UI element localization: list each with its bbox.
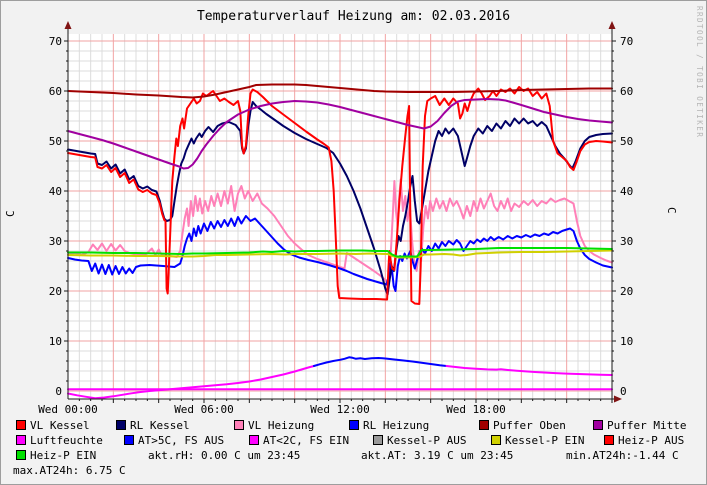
legend-label: Puffer Oben xyxy=(493,419,566,432)
legend-item: AT>5C, FS AUS xyxy=(124,435,224,446)
legend-item: AT<2C, FS EIN xyxy=(249,435,349,446)
series-rl-heizung xyxy=(67,215,613,292)
legend-item: Luftfeuchte xyxy=(16,435,103,446)
y-axis-arrow-left xyxy=(64,21,72,29)
legend-swatch xyxy=(373,435,383,445)
y-tick-label-right: 70 xyxy=(620,35,634,48)
legend-swatch xyxy=(16,435,26,445)
y-tick-label-right: 0 xyxy=(620,385,627,398)
legend-label: Kessel-P AUS xyxy=(387,434,467,447)
x-tick-label: Wed 00:00 xyxy=(38,403,98,416)
legend-stat: max.AT24h: 6.75 C xyxy=(13,465,126,476)
y-tick-label-right: 40 xyxy=(620,185,634,198)
x-axis-arrow xyxy=(614,395,622,403)
legend-item: Heiz-P EIN xyxy=(16,450,96,461)
y-tick-label-left: 10 xyxy=(48,335,62,348)
legend-label: akt.rH: 0.00 C um 23:45 xyxy=(148,449,301,462)
y-tick-label-left: 20 xyxy=(48,285,62,298)
y-tick-label-left: 70 xyxy=(48,35,62,48)
legend-stat: akt.AT: 3.19 C um 23:45 xyxy=(361,450,513,461)
series-puffer-mitte xyxy=(67,98,613,170)
legend-label: Heiz-P AUS xyxy=(618,434,685,447)
series-puffer-oben xyxy=(67,83,613,99)
series-heiz-p-ein xyxy=(67,247,613,258)
legend-item: RL Heizung xyxy=(349,420,429,431)
legend-label: RL Heizung xyxy=(363,419,430,432)
legend-swatch xyxy=(491,435,501,445)
legend-label: RL Kessel xyxy=(130,419,190,432)
legend-item: VL Kessel xyxy=(16,420,90,431)
legend-label: AT>5C, FS AUS xyxy=(138,434,225,447)
legend-label: VL Kessel xyxy=(30,419,90,432)
legend-item: Puffer Oben xyxy=(479,420,566,431)
legend-swatch xyxy=(234,420,244,430)
series-at-magenta-early xyxy=(67,365,315,400)
legend-label: min.AT24h:-1.44 C xyxy=(566,449,679,462)
legend-swatch xyxy=(16,450,26,460)
y-tick-label-right: 20 xyxy=(620,285,634,298)
legend-item: Heiz-P AUS xyxy=(604,435,684,446)
y-tick-label-left: 60 xyxy=(48,85,62,98)
series-kessel-p-ein xyxy=(67,249,613,259)
x-tick-label: Wed 18:00 xyxy=(446,403,506,416)
legend-swatch xyxy=(593,420,603,430)
legend-label: Luftfeuchte xyxy=(30,434,103,447)
legend-item: Kessel-P AUS xyxy=(373,435,466,446)
rrdtool-watermark: RRDTOOL / TOBI OETIKER xyxy=(695,6,704,139)
legend-label: akt.AT: 3.19 C um 23:45 xyxy=(361,449,514,462)
y-tick-label-right: 60 xyxy=(620,85,634,98)
series-at-magenta-late xyxy=(445,365,613,376)
legend-item: Puffer Mitte xyxy=(593,420,686,431)
x-tick-label: Wed 12:00 xyxy=(310,403,370,416)
y-tick-label-right: 50 xyxy=(620,135,634,148)
legend-swatch xyxy=(349,420,359,430)
legend-label: Heiz-P EIN xyxy=(30,449,97,462)
y-tick-label-left: 50 xyxy=(48,135,62,148)
legend-label: Puffer Mitte xyxy=(607,419,687,432)
y-tick-label-right: 30 xyxy=(620,235,634,248)
legend-item: RL Kessel xyxy=(116,420,190,431)
series-rl-kessel xyxy=(67,101,613,296)
legend-swatch xyxy=(604,435,614,445)
y-tick-label-left: 0 xyxy=(55,385,62,398)
legend-label: Kessel-P EIN xyxy=(505,434,585,447)
legend-item: VL Heizung xyxy=(234,420,314,431)
legend-label: AT<2C, FS EIN xyxy=(263,434,350,447)
legend-stat: min.AT24h:-1.44 C xyxy=(566,450,679,461)
y-tick-label-left: 40 xyxy=(48,185,62,198)
legend-swatch xyxy=(249,435,259,445)
legend-stat: akt.rH: 0.00 C um 23:45 xyxy=(148,450,300,461)
x-tick-label: Wed 06:00 xyxy=(174,403,234,416)
series-at-blue-high xyxy=(312,356,448,367)
y-tick-label-right: 10 xyxy=(620,335,634,348)
legend-label: VL Heizung xyxy=(248,419,315,432)
legend-swatch xyxy=(124,435,134,445)
legend-label: max.AT24h: 6.75 C xyxy=(13,464,126,477)
y-axis-arrow-right xyxy=(608,21,616,29)
graph-title: Temperaturverlauf Heizung am: 02.03.2016 xyxy=(196,9,511,24)
legend-swatch xyxy=(116,420,126,430)
y-tick-label-left: 30 xyxy=(48,235,62,248)
legend-item: Kessel-P EIN xyxy=(491,435,584,446)
legend-swatch xyxy=(16,420,26,430)
legend-swatch xyxy=(479,420,489,430)
